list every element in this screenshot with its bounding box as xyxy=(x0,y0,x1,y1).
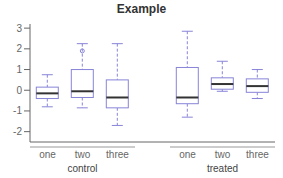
svg-text:3: 3 xyxy=(16,23,22,34)
svg-text:2: 2 xyxy=(16,43,22,54)
svg-text:-1: -1 xyxy=(13,105,22,116)
svg-text:three: three xyxy=(246,149,269,160)
svg-text:1: 1 xyxy=(16,64,22,75)
svg-text:treated: treated xyxy=(207,163,238,174)
svg-text:control: control xyxy=(67,163,97,174)
svg-text:two: two xyxy=(75,149,91,160)
svg-text:three: three xyxy=(106,149,129,160)
svg-text:-2: -2 xyxy=(13,126,22,137)
svg-text:one: one xyxy=(179,149,196,160)
svg-text:0: 0 xyxy=(16,85,22,96)
svg-text:one: one xyxy=(39,149,56,160)
html-text:Example: Example xyxy=(116,2,167,16)
svg-text:two: two xyxy=(215,149,231,160)
